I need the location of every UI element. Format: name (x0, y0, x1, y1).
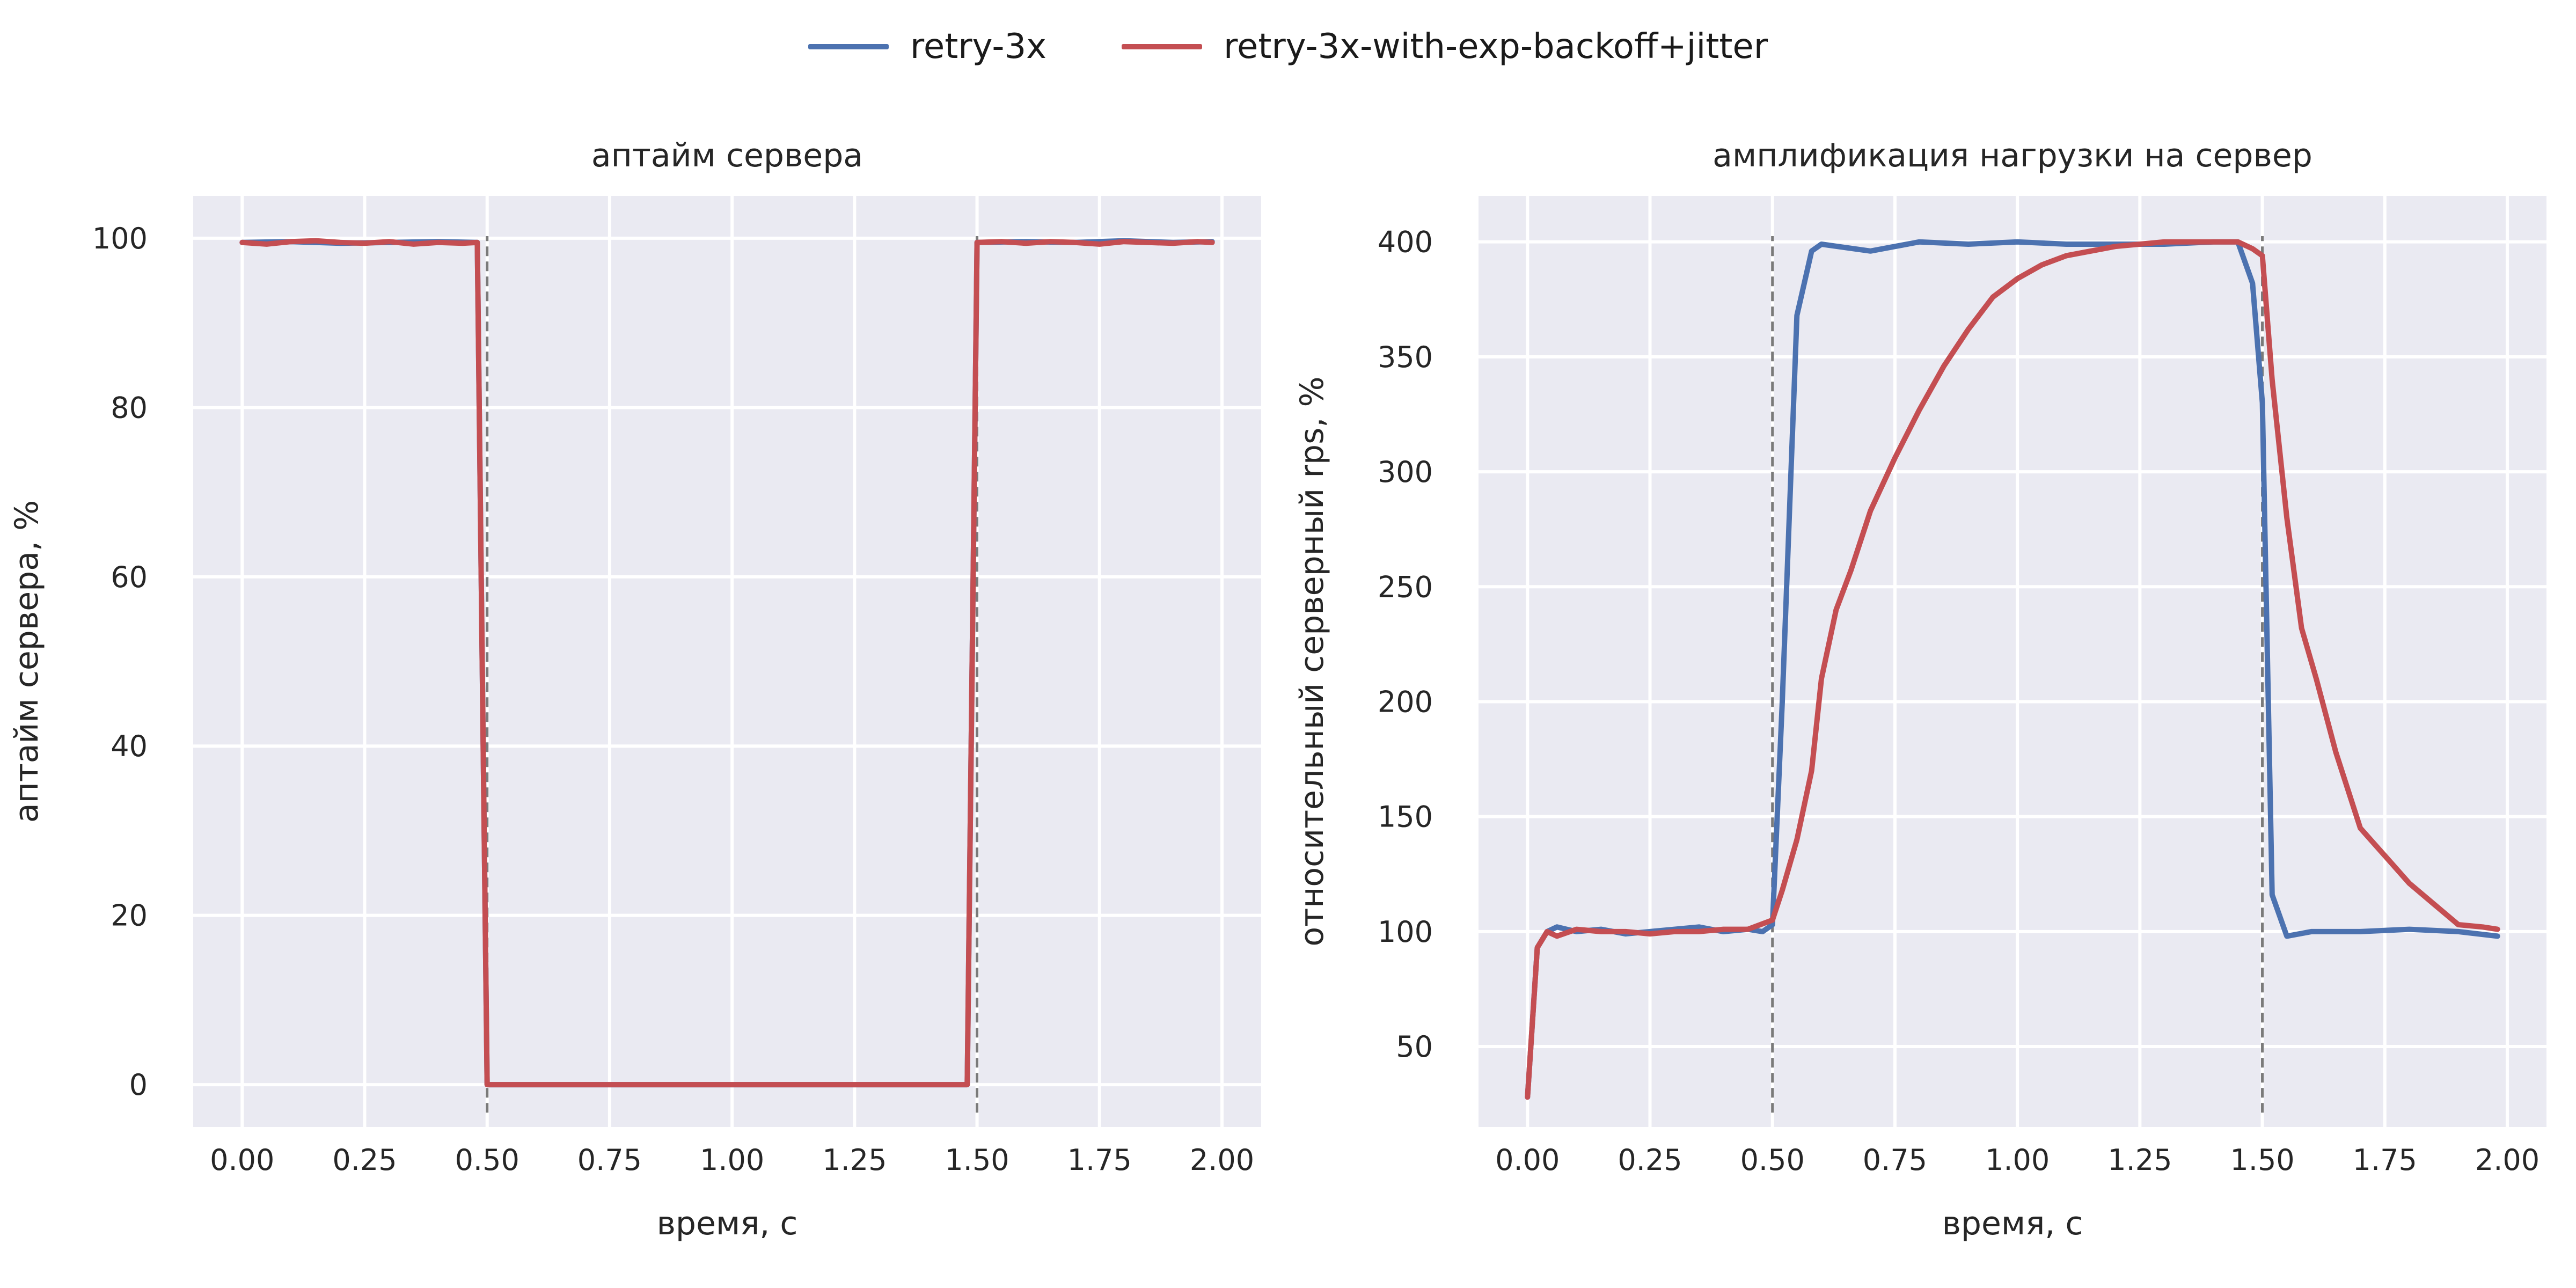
y-tick-label: 60 (111, 560, 148, 594)
x-tick-label: 0.75 (577, 1143, 642, 1177)
chart-title: аптайм сервера (591, 137, 863, 174)
x-tick-label: 0.50 (1740, 1143, 1805, 1177)
y-tick-label: 250 (1378, 570, 1433, 604)
legend-swatch-blue (808, 44, 889, 49)
x-tick-label: 0.00 (210, 1143, 274, 1177)
chart-panel-1: 0.00 0.25 0.50 0.75 1.00 1.25 1.50 1.75 2.00 0 20 4… (8, 137, 1261, 1242)
plot-area (193, 196, 1261, 1127)
legend-item-retry-backoff: retry-3x-with-exp-backoff+jitter (1122, 30, 1768, 64)
chart-panel-2: 0.00 0.25 0.50 0.75 1.00 1.25 1.50 1.75 2.00 50 10… (1293, 137, 2546, 1242)
y-tick-label: 100 (1378, 915, 1433, 949)
x-tick-label: 1.75 (2353, 1143, 2417, 1177)
x-tick-label: 1.25 (822, 1143, 887, 1177)
legend-label: retry-3x (910, 27, 1047, 67)
x-tick-label: 0.00 (1495, 1143, 1560, 1177)
x-tick-label: 1.50 (945, 1143, 1009, 1177)
y-tick-label: 300 (1378, 455, 1433, 489)
y-tick-label: 200 (1378, 685, 1433, 719)
x-tick-label: 0.25 (1618, 1143, 1682, 1177)
series-line-2 (239, 238, 1215, 1088)
legend-item-retry-3x: retry-3x (808, 30, 1046, 64)
legend: retry-3x retry-3x-with-exp-backoff+jitte… (0, 30, 2576, 64)
x-tick-label: 1.50 (2230, 1143, 2294, 1177)
chart-title: амплификация нагрузки на сервер (1713, 137, 2312, 174)
y-tick-label: 0 (129, 1068, 148, 1102)
x-tick-label: 0.50 (455, 1143, 519, 1177)
y-axis-label: аптайм сервера, % (8, 500, 46, 823)
x-tick-label: 1.00 (1985, 1143, 2050, 1177)
x-tick-label: 1.75 (1067, 1143, 1132, 1177)
series-line-2 (1525, 239, 2500, 1100)
y-tick-label: 150 (1378, 800, 1433, 834)
x-tick-label: 2.00 (2475, 1143, 2540, 1177)
y-tick-label: 40 (111, 729, 148, 763)
x-tick-label: 0.25 (332, 1143, 397, 1177)
legend-label: retry-3x-with-exp-backoff+jitter (1224, 27, 1768, 67)
y-tick-label: 50 (1396, 1030, 1433, 1064)
x-tick-label: 1.25 (2107, 1143, 2172, 1177)
legend-swatch-red (1122, 44, 1203, 49)
y-axis-label: относительный серверный rps, % (1293, 376, 1331, 946)
x-tick-label: 2.00 (1190, 1143, 1254, 1177)
x-tick-label: 0.75 (1863, 1143, 1927, 1177)
y-tick-label: 350 (1378, 340, 1433, 374)
y-tick-label: 400 (1378, 225, 1433, 259)
x-tick-label: 1.00 (700, 1143, 764, 1177)
plot-area (1479, 196, 2546, 1127)
x-axis-label: время, с (657, 1205, 798, 1242)
y-tick-label: 80 (111, 391, 148, 425)
y-tick-label: 100 (92, 222, 148, 255)
y-tick-label: 20 (111, 899, 148, 933)
x-axis-label: время, с (1942, 1205, 2083, 1242)
